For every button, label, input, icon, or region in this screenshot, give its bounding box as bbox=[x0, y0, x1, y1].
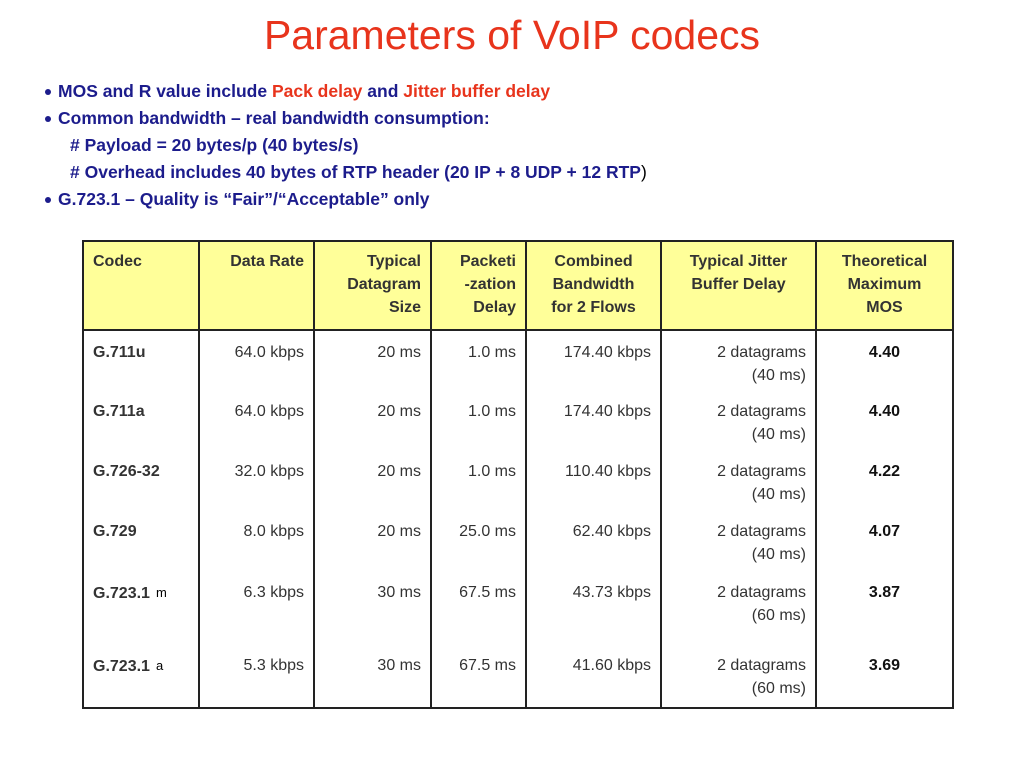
bullet-dot bbox=[45, 89, 51, 95]
table-cell: 25.0 ms bbox=[430, 510, 526, 571]
text: G.723.1 – Quality is “Fair”/“Acceptable”… bbox=[58, 189, 430, 209]
bullet: Common bandwidth – real bandwidth consum… bbox=[44, 105, 647, 132]
table-cell: 4.07 bbox=[815, 510, 953, 571]
table-cell: 110.40 kbps bbox=[525, 450, 661, 510]
table-cell: 64.0 kbps bbox=[198, 330, 314, 390]
table-cell: 174.40 kbps bbox=[525, 330, 661, 390]
text: MOS and R value include bbox=[58, 81, 272, 101]
codec-name: G.723.1 bbox=[93, 585, 150, 602]
header-cell: Codec bbox=[82, 241, 199, 331]
table-cell: 20 ms bbox=[313, 330, 431, 390]
table-cell: 4.40 bbox=[815, 330, 953, 390]
codec-cell: G.723.1 a bbox=[82, 644, 199, 708]
codec-name: G.711u bbox=[93, 344, 146, 361]
table-cell: 62.40 kbps bbox=[525, 510, 661, 571]
table-cell: 1.0 ms bbox=[430, 390, 526, 450]
table-cell: 30 ms bbox=[313, 571, 431, 644]
table-cell: 43.73 kbps bbox=[525, 571, 661, 644]
table-cell: 8.0 kbps bbox=[198, 510, 314, 571]
header-cell: Packeti -zation Delay bbox=[430, 241, 526, 331]
table-cell: 2 datagrams (60 ms) bbox=[660, 571, 816, 644]
table-cell: 67.5 ms bbox=[430, 644, 526, 708]
table-row: G.723.1 a 5.3 kbps 30 ms 67.5 ms 41.60 kbps 2 … bbox=[82, 644, 953, 708]
bullet-dot bbox=[45, 116, 51, 122]
table-cell: 20 ms bbox=[313, 510, 431, 571]
codec-name: G.711a bbox=[93, 403, 145, 420]
header-cell: Typical Jitter Buffer Delay bbox=[660, 241, 816, 331]
codec-cell: G.723.1 m bbox=[82, 571, 199, 644]
table-row: G.711u 64.0 kbps 20 ms 1.0 ms 174.40 kbps 2 d… bbox=[82, 330, 953, 390]
table-row: G.723.1 m 6.3 kbps 30 ms 67.5 ms 43.73 kbps 2 … bbox=[82, 571, 953, 644]
codec-name: G.726-32 bbox=[93, 463, 160, 480]
header-cell: Combined Bandwidth for 2 Flows bbox=[525, 241, 661, 331]
codec-cell: G.711u bbox=[82, 330, 199, 390]
codec-cell: G.711a bbox=[82, 390, 199, 450]
text: Common bandwidth – real bandwidth consum… bbox=[58, 108, 490, 128]
codec-table: Codec Data Rate Typical Datagram Size Packe… bbox=[82, 240, 954, 709]
table-cell: 41.60 kbps bbox=[525, 644, 661, 708]
header-cell: Theoretical Maximum MOS bbox=[815, 241, 953, 331]
table-cell: 5.3 kbps bbox=[198, 644, 314, 708]
table-cell: 2 datagrams (40 ms) bbox=[660, 510, 816, 571]
sub-item: # Payload = 20 bytes/p (40 bytes/s) bbox=[44, 132, 647, 159]
text: ) bbox=[640, 162, 647, 182]
header-cell: Data Rate bbox=[198, 241, 314, 331]
text: # Overhead includes 40 bytes of RTP head… bbox=[70, 162, 641, 182]
slide-title: Parameters of VoIP codecs bbox=[263, 12, 761, 58]
table-row: G.711a 64.0 kbps 20 ms 1.0 ms 174.40 kbps 2 d… bbox=[82, 390, 953, 450]
highlight: Pack delay bbox=[271, 81, 363, 101]
table-cell: 3.87 bbox=[815, 571, 953, 644]
codec-name: G.729 bbox=[93, 523, 137, 540]
codec-cell: G.726-32 bbox=[82, 450, 199, 510]
table-cell: 20 ms bbox=[313, 450, 431, 510]
table-cell: 67.5 ms bbox=[430, 571, 526, 644]
codec-name: G.723.1 bbox=[93, 658, 150, 675]
table-cell: 3.69 bbox=[815, 644, 953, 708]
table-cell: 2 datagrams (40 ms) bbox=[660, 390, 816, 450]
table-row: G.729 8.0 kbps 20 ms 25.0 ms 62.40 kbps 2 dat… bbox=[82, 510, 953, 571]
table-cell: 4.40 bbox=[815, 390, 953, 450]
table-cell: 20 ms bbox=[313, 390, 431, 450]
table-cell: 1.0 ms bbox=[430, 330, 526, 390]
table-cell: 64.0 kbps bbox=[198, 390, 314, 450]
highlight: Jitter buffer delay bbox=[403, 81, 551, 101]
table-cell: 1.0 ms bbox=[430, 450, 526, 510]
text: and bbox=[362, 81, 404, 101]
table-cell: 2 datagrams (40 ms) bbox=[660, 450, 816, 510]
bullet: G.723.1 – Quality is “Fair”/“Acceptable”… bbox=[44, 186, 647, 213]
table-cell: 32.0 kbps bbox=[198, 450, 314, 510]
codec-cell: G.729 bbox=[82, 510, 199, 571]
header-cell: Typical Datagram Size bbox=[313, 241, 431, 331]
table-cell: 30 ms bbox=[313, 644, 431, 708]
text: # Payload = 20 bytes/p (40 bytes/s) bbox=[70, 135, 359, 155]
table-cell: 6.3 kbps bbox=[198, 571, 314, 644]
table-cell: 4.22 bbox=[815, 450, 953, 510]
header-row: Codec Data Rate Typical Datagram Size Packe… bbox=[82, 241, 953, 331]
table-cell: 174.40 kbps bbox=[525, 390, 661, 450]
codec-suffix: a bbox=[155, 658, 164, 673]
bullet: MOS and R value include Pack delay and J… bbox=[44, 78, 647, 105]
table-cell: 2 datagrams (40 ms) bbox=[660, 330, 816, 390]
bullet-dot bbox=[45, 197, 51, 203]
bullet-list: MOS and R value include Pack delay and J… bbox=[44, 78, 647, 213]
table-row: G.726-32 32.0 kbps 20 ms 1.0 ms 110.40 kbps 2… bbox=[82, 450, 953, 510]
codec-suffix: m bbox=[155, 585, 167, 600]
sub-item: # Overhead includes 40 bytes of RTP head… bbox=[44, 159, 647, 186]
table-cell: 2 datagrams (60 ms) bbox=[660, 644, 816, 708]
